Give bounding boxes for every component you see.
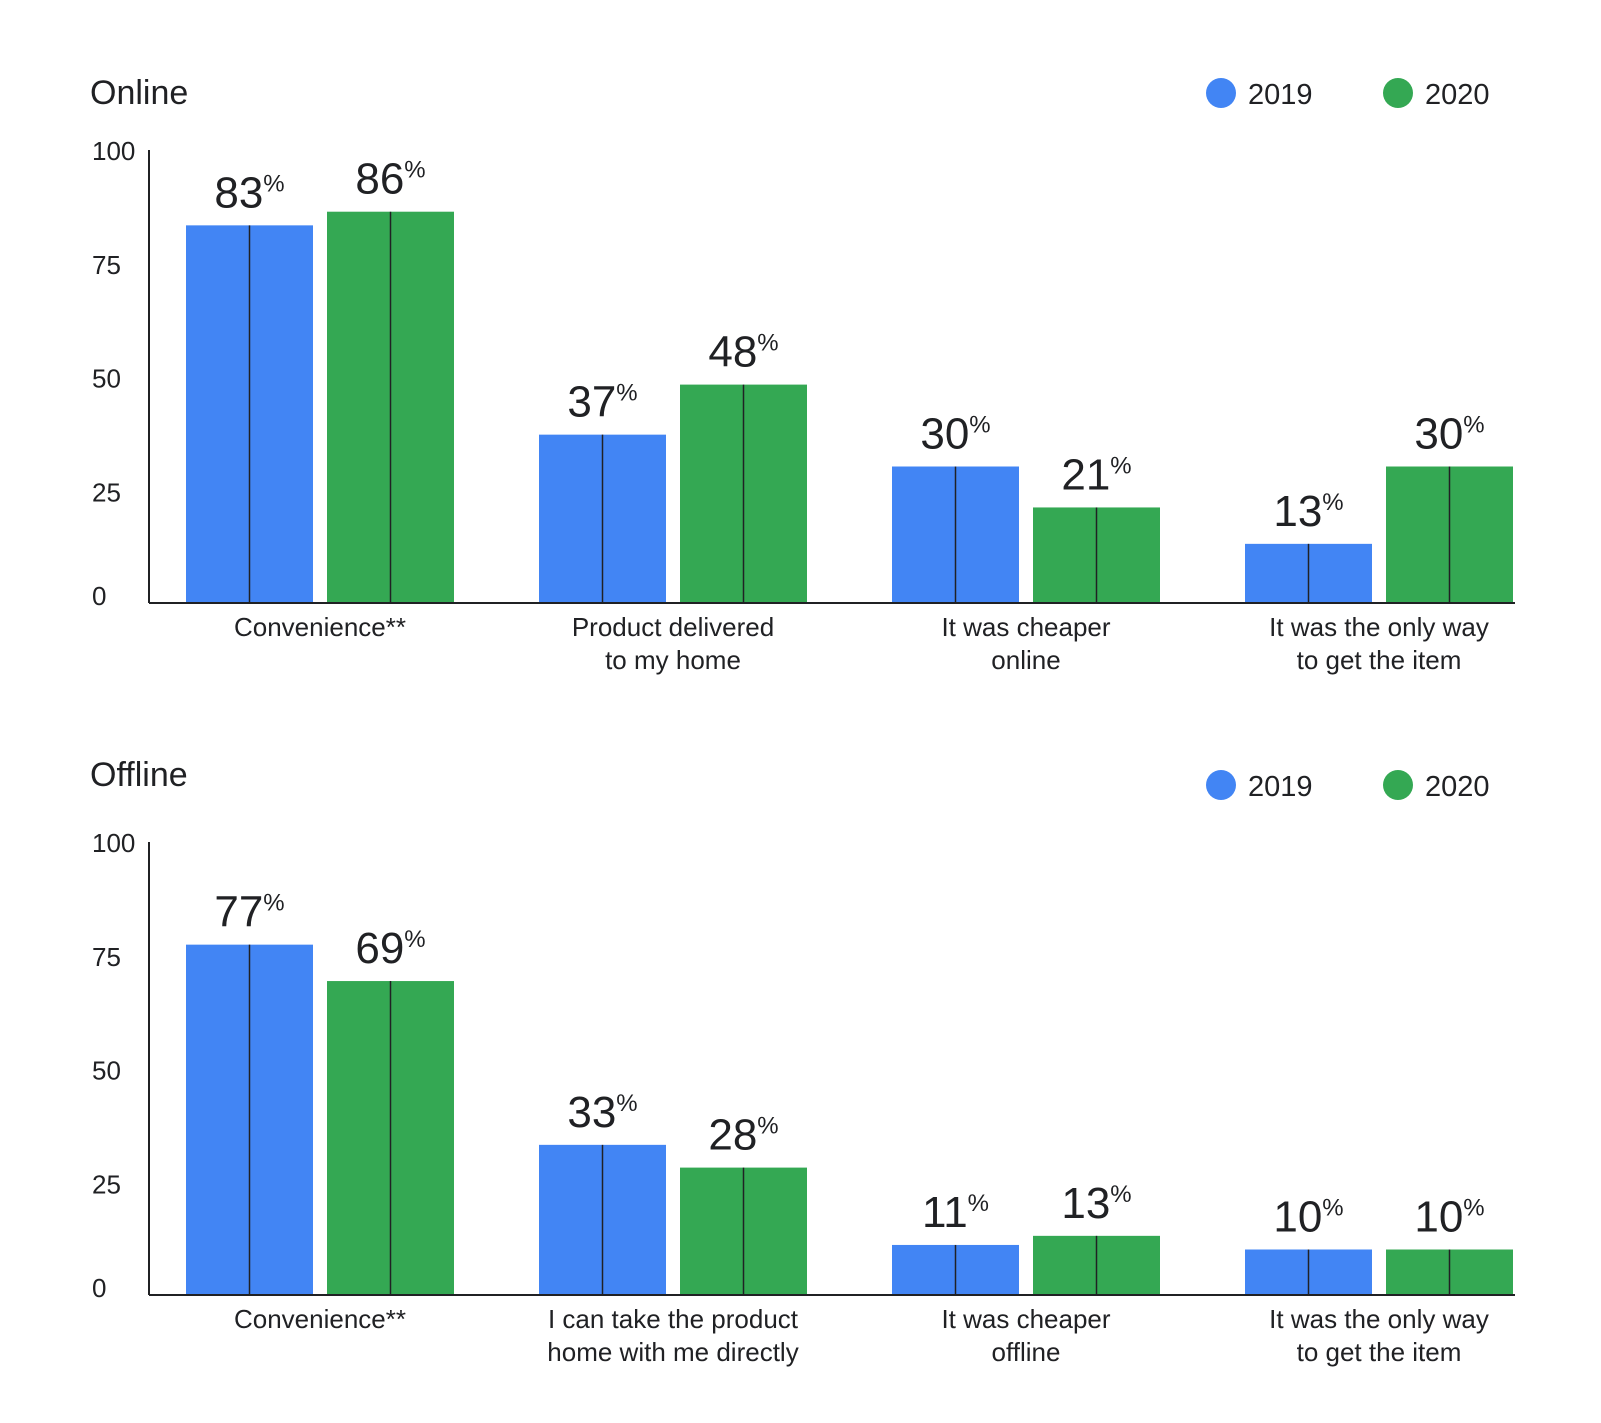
category-label: It was the only way to get the item — [1269, 612, 1489, 675]
data-label: 13% — [1061, 1179, 1131, 1228]
chart-title: Offline — [90, 756, 188, 794]
data-label: 11% — [922, 1188, 989, 1237]
category-label: I can take the product home with me direc… — [547, 1304, 799, 1367]
legend-swatch-2019 — [1206, 770, 1236, 800]
y-tick-label: 50 — [92, 364, 121, 394]
legend-label-2020: 2020 — [1425, 771, 1490, 803]
category-label: It was cheaper offline — [941, 1304, 1110, 1367]
data-label: 30% — [920, 410, 990, 459]
category-label: Convenience** — [234, 612, 406, 642]
category-label: It was the only way to get the item — [1269, 1304, 1489, 1367]
y-tick-label: 100 — [92, 136, 135, 166]
y-tick-label: 75 — [92, 250, 121, 280]
legend-swatch-2020 — [1383, 770, 1413, 800]
data-label: 30% — [1414, 410, 1484, 459]
data-label: 13% — [1273, 487, 1343, 536]
category-label: Convenience** — [234, 1304, 406, 1334]
legend-swatch-2020 — [1383, 78, 1413, 108]
y-tick-label: 0 — [92, 1273, 106, 1303]
legend-label-2019: 2019 — [1248, 79, 1313, 111]
data-label: 10% — [1414, 1193, 1484, 1242]
y-tick-label: 75 — [92, 942, 121, 972]
data-label: 83% — [214, 168, 284, 217]
chart-online: Online 2019 2020 100 75 50 25 0 83% 86% Convenienc… — [90, 74, 1515, 675]
y-tick-label: 25 — [92, 1169, 121, 1199]
data-label: 37% — [567, 378, 637, 427]
chart-title: Online — [90, 74, 188, 112]
data-label: 77% — [214, 888, 284, 937]
category-label: Product delivered to my home — [572, 612, 774, 675]
data-label: 33% — [567, 1088, 637, 1137]
data-label: 28% — [708, 1111, 778, 1160]
legend-label-2020: 2020 — [1425, 79, 1490, 111]
y-tick-label: 50 — [92, 1056, 121, 1086]
legend-swatch-2019 — [1206, 78, 1236, 108]
data-label: 21% — [1061, 450, 1131, 499]
data-label: 10% — [1273, 1193, 1343, 1242]
data-label: 48% — [708, 328, 778, 377]
y-tick-label: 25 — [92, 477, 121, 507]
y-tick-label: 100 — [92, 828, 135, 858]
chart-offline: Offline 2019 2020 100 75 50 25 0 77% 69% Convenien… — [90, 756, 1515, 1367]
legend-label-2019: 2019 — [1248, 771, 1313, 803]
data-label: 69% — [355, 924, 425, 973]
data-label: 86% — [355, 155, 425, 204]
y-tick-label: 0 — [92, 581, 106, 611]
category-label: It was cheaper online — [941, 612, 1110, 675]
